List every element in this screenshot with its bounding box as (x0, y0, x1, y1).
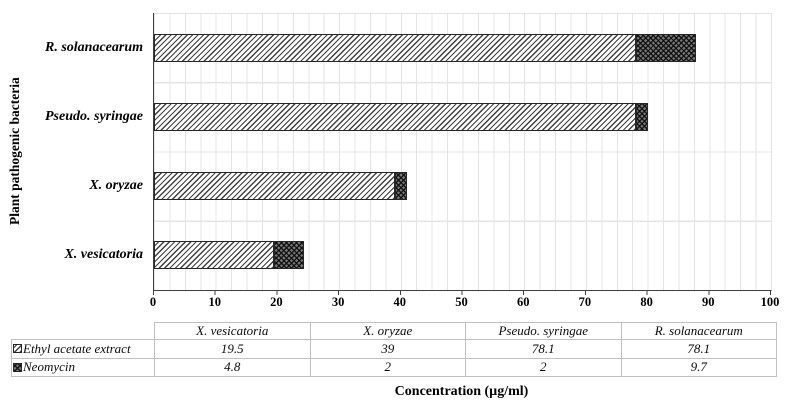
x-axis-tick-labels: 0 10 20 30 40 50 60 70 80 90 100 (149, 295, 780, 309)
bar-segment-neomycin-x-vesicatoria (274, 241, 304, 270)
table-value-ethyl-acetate-extract-pseudo-syringae: 78.1 (466, 340, 622, 359)
bar-segment-neomycin-r-solanacearum (635, 33, 696, 62)
table-value-neomycin-x-oryzae: 2 (310, 358, 466, 377)
table-value-ethyl-acetate-extract-r-solanacearum: 78.1 (621, 340, 777, 359)
bar-segment-neomycin-x-oryzae (394, 172, 407, 201)
y-category-label-x-vesicatoria: X. vesicatoria (64, 247, 143, 263)
x-tick-label-100: 100 (760, 295, 780, 309)
bar-segment-neomycin-pseudo-syringae (635, 102, 649, 131)
y-category-label-x-oryzae: X. oryzae (89, 178, 143, 194)
table-row-label-neomycin: Neomycin (11, 358, 155, 377)
y-category-label-pseudo-syringae: Pseudo. syringae (45, 108, 143, 124)
x-axis-tick-marks (153, 291, 772, 295)
bar-segment-ethyl-acetate-extract-x-vesicatoria (154, 241, 275, 270)
table-value-ethyl-acetate-extract-x-vesicatoria: 19.5 (155, 340, 311, 359)
x-tick-label-0: 0 (149, 295, 157, 309)
x-tick-label-70: 70 (578, 295, 592, 309)
x-tick-label-50: 50 (455, 295, 468, 309)
bar-segment-ethyl-acetate-extract-pseudo-syringae (154, 102, 636, 131)
y-axis-title: Plant pathogenic bacteria (7, 77, 22, 226)
y-category-label-r-solanacearum: R. solanacearum (44, 39, 143, 55)
x-tick-label-10: 10 (208, 295, 221, 309)
data-table: X. vesicatoria X. oryzae Pseudo. syringae R… (11, 322, 777, 377)
x-axis-title: Concentration (µg/ml) (394, 384, 529, 399)
table-header-x-vesicatoria: X. vesicatoria (155, 322, 311, 341)
table-value-neomycin-r-solanacearum: 9.7 (621, 358, 777, 377)
x-tick-label-90: 90 (702, 295, 715, 309)
bar-segment-ethyl-acetate-extract-x-oryzae (154, 172, 395, 201)
y-category-labels: R. solanacearum Pseudo. syringae X. oryzae… (30, 13, 143, 290)
legend-label-ethyl-acetate-extract: Ethyl acetate extract (23, 340, 131, 356)
x-tick-label-30: 30 (331, 295, 345, 309)
x-tick-label-40: 40 (393, 295, 407, 309)
table-value-ethyl-acetate-extract-x-oryzae: 39 (310, 340, 466, 359)
x-tick-label-80: 80 (640, 295, 653, 309)
x-tick-label-60: 60 (516, 295, 530, 309)
table-header-x-oryzae: X. oryzae (310, 322, 466, 341)
legend-swatch-ethyl-acetate-extract (13, 344, 22, 354)
table-header-pseudo-syringae: Pseudo. syringae (466, 322, 622, 341)
table-value-neomycin-pseudo-syringae: 2 (466, 358, 622, 377)
table-row-label-ethyl-acetate-extract: Ethyl acetate extract (11, 340, 155, 359)
legend-label-neomycin: Neomycin (23, 359, 75, 375)
plot-area (153, 13, 772, 291)
table-header-r-solanacearum: R. solanacearum (621, 322, 777, 341)
x-tick-label-20: 20 (270, 295, 283, 309)
table-corner-cell (11, 322, 155, 341)
bar-segment-ethyl-acetate-extract-r-solanacearum (154, 33, 636, 62)
table-value-neomycin-x-vesicatoria: 4.8 (155, 358, 311, 377)
legend-swatch-neomycin (13, 362, 22, 372)
